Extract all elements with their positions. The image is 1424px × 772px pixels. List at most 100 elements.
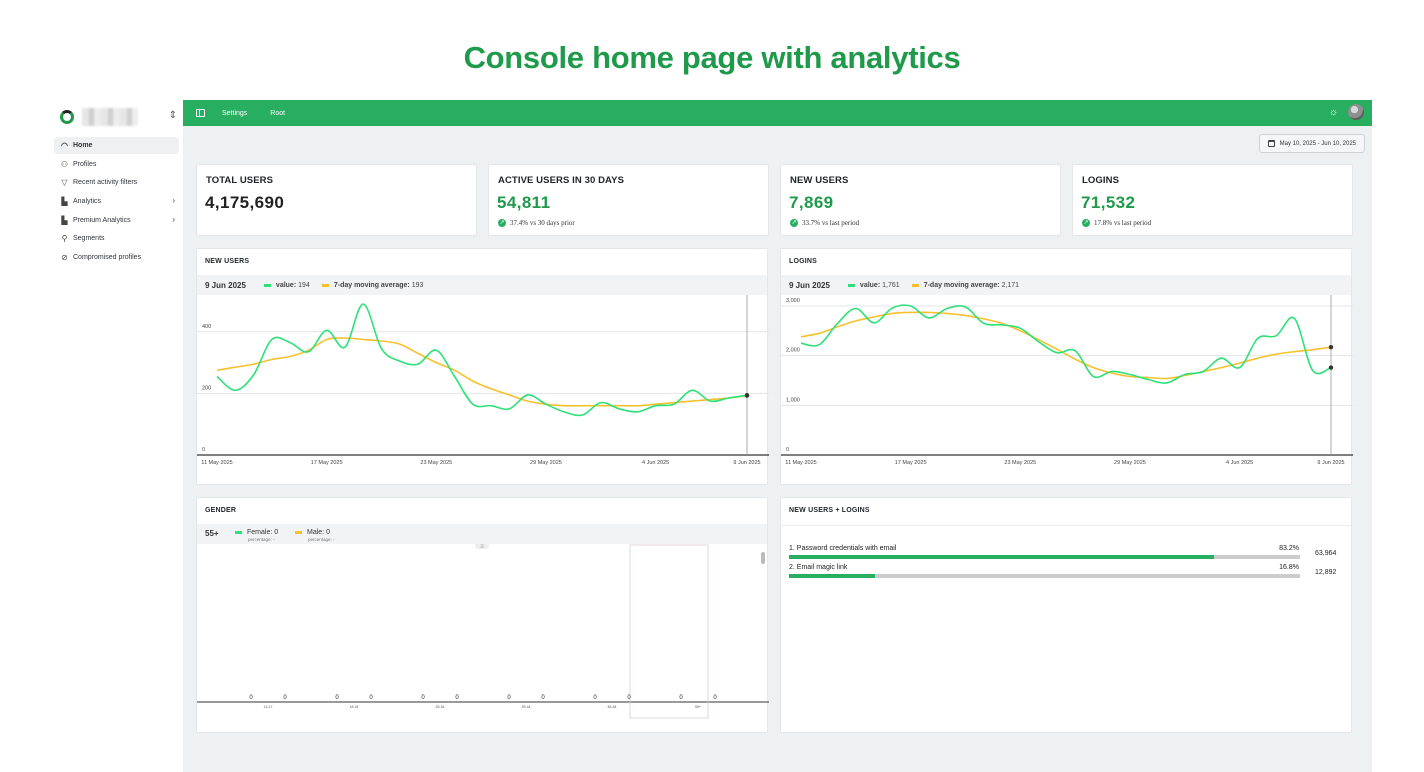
sidebar-item-premium-analytics[interactable]: ▙ Premium Analytics › <box>54 212 179 229</box>
data-point[interactable] <box>525 398 531 404</box>
data-point[interactable] <box>598 400 604 406</box>
data-point[interactable] <box>580 412 586 418</box>
data-point[interactable] <box>707 398 713 404</box>
data-point[interactable] <box>251 361 257 367</box>
data-point[interactable] <box>580 403 586 409</box>
data-point[interactable] <box>506 392 512 398</box>
avatar[interactable] <box>1348 104 1364 120</box>
data-point[interactable] <box>452 373 458 379</box>
data-point[interactable] <box>1237 365 1243 371</box>
sidebar-item-compromised-profiles[interactable]: ⊘ Compromised profiles <box>54 249 179 266</box>
sidebar-item-profiles[interactable]: ⚇ Profiles <box>54 156 179 173</box>
data-point[interactable] <box>634 409 640 415</box>
data-point[interactable] <box>853 305 859 311</box>
data-point[interactable] <box>360 337 366 343</box>
data-point[interactable] <box>1072 356 1078 362</box>
data-point[interactable] <box>908 303 914 309</box>
new-users-line-chart[interactable]: 0 200 400 11 May 2025 17 May 2025 23 May 2025… <box>197 295 769 485</box>
sidebar-item-segments[interactable]: ⚲ Segments <box>54 230 179 247</box>
data-point[interactable] <box>1127 372 1133 378</box>
data-point[interactable] <box>1036 339 1042 345</box>
data-point[interactable] <box>1054 350 1060 356</box>
data-point[interactable] <box>798 334 804 340</box>
data-point[interactable] <box>470 401 476 407</box>
data-point[interactable] <box>1218 365 1224 371</box>
data-point[interactable] <box>397 341 403 347</box>
data-point[interactable] <box>726 395 732 401</box>
data-point[interactable] <box>634 403 640 409</box>
data-point[interactable] <box>214 367 220 373</box>
auth-method-row[interactable]: 1. Password credentials with email 83.2%… <box>789 545 1349 565</box>
data-point[interactable] <box>889 310 895 316</box>
data-point[interactable] <box>543 401 549 407</box>
workspace-switcher[interactable]: ⇕ <box>58 108 183 126</box>
drag-handle-icon[interactable] <box>475 544 489 549</box>
data-point[interactable] <box>232 364 238 370</box>
data-point[interactable] <box>1072 348 1078 354</box>
data-point[interactable] <box>488 403 494 409</box>
data-point[interactable] <box>689 398 695 404</box>
data-point[interactable] <box>561 403 567 409</box>
data-point[interactable] <box>1255 335 1261 341</box>
data-point[interactable] <box>835 320 841 326</box>
data-point[interactable] <box>506 406 512 412</box>
data-point[interactable] <box>342 344 348 350</box>
data-point[interactable] <box>360 301 366 307</box>
scrollbar[interactable] <box>761 552 765 564</box>
data-point[interactable] <box>342 335 348 341</box>
topbar-link-root[interactable]: Root <box>270 109 286 117</box>
gender-bar-chart[interactable]: ≡ 0 0 13-17 0 0 18-24 0 0 25-34 0 0 35-44 0 0 45-54 0 0 55… <box>197 544 769 732</box>
theme-toggle-sun-icon[interactable]: ☼ <box>1328 107 1338 118</box>
data-point[interactable] <box>1017 325 1023 331</box>
data-point[interactable] <box>926 315 932 321</box>
sidebar-item-recent-activity-filters[interactable]: ▽ Recent activity filters <box>54 174 179 191</box>
data-point[interactable] <box>616 406 622 412</box>
data-point[interactable] <box>871 320 877 326</box>
data-point[interactable] <box>1145 376 1151 382</box>
data-point[interactable] <box>962 304 968 310</box>
sidebar-item-home[interactable]: ◠ Home <box>54 137 179 154</box>
data-point[interactable] <box>908 309 914 315</box>
data-point[interactable] <box>671 401 677 407</box>
sidebar-toggle-icon[interactable] <box>196 109 205 117</box>
data-point[interactable] <box>561 409 567 415</box>
data-point[interactable] <box>415 361 421 367</box>
data-point[interactable] <box>1310 368 1316 374</box>
data-point[interactable] <box>889 305 895 311</box>
data-point[interactable] <box>816 342 822 348</box>
data-point[interactable] <box>525 392 531 398</box>
data-point[interactable] <box>470 378 476 384</box>
data-point[interactable] <box>816 330 822 336</box>
data-point[interactable] <box>944 305 950 311</box>
data-point[interactable] <box>287 353 293 359</box>
data-point[interactable] <box>981 320 987 326</box>
data-point[interactable] <box>305 349 311 355</box>
data-point[interactable] <box>433 360 439 366</box>
logins-line-chart[interactable]: 0 1,000 2,000 3,000 11 May 2025 17 May 2025 23… <box>781 295 1353 485</box>
data-point[interactable] <box>324 327 330 333</box>
data-point[interactable] <box>1291 315 1297 321</box>
data-point[interactable] <box>378 346 384 352</box>
data-point[interactable] <box>798 340 804 346</box>
data-point[interactable] <box>269 357 275 363</box>
data-point[interactable] <box>962 312 968 318</box>
data-point[interactable] <box>415 350 421 356</box>
data-point[interactable] <box>287 340 293 346</box>
data-point[interactable] <box>397 358 403 364</box>
data-point[interactable] <box>871 314 877 320</box>
data-point[interactable] <box>1182 372 1188 378</box>
data-point[interactable] <box>1310 347 1316 353</box>
data-point[interactable] <box>1273 333 1279 339</box>
data-point[interactable] <box>232 387 238 393</box>
topbar-link-settings[interactable]: Settings <box>222 109 248 117</box>
data-point[interactable] <box>1164 380 1170 386</box>
data-point[interactable] <box>488 386 494 392</box>
data-point[interactable] <box>1090 374 1096 380</box>
data-point[interactable] <box>653 403 659 409</box>
date-range-picker[interactable]: May 10, 2025 - Jun 10, 2025 <box>1258 134 1365 153</box>
data-point[interactable] <box>689 387 695 393</box>
data-point[interactable] <box>1200 369 1206 375</box>
data-point[interactable] <box>853 318 859 324</box>
sidebar-item-analytics[interactable]: ▙ Analytics › <box>54 193 179 210</box>
data-point[interactable] <box>324 337 330 343</box>
